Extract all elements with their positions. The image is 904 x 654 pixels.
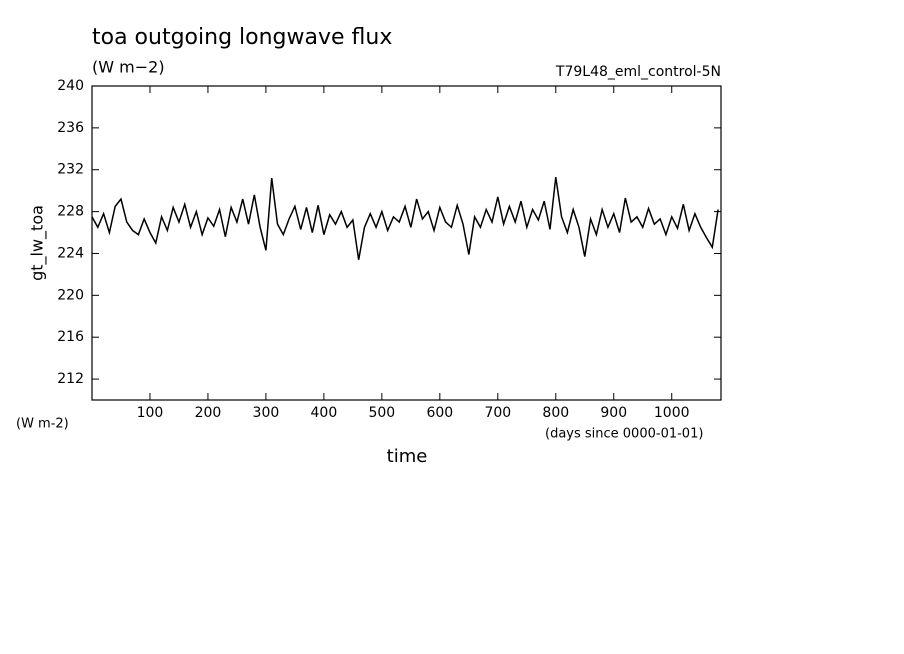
x-tick-label: 900	[600, 405, 627, 421]
x-tick-label: 100	[137, 405, 164, 421]
run-label: T79L48_eml_control-5N	[555, 64, 721, 80]
plot-frame	[91, 85, 722, 401]
x-unit-label: (days since 0000-01-01)	[545, 427, 703, 442]
y-tick-label: 216	[57, 329, 84, 345]
x-tick-label: 500	[368, 405, 395, 421]
y-tick-label: 212	[57, 371, 84, 387]
subtitle: (W m−2)	[92, 58, 165, 77]
y-tick-label: 240	[57, 78, 84, 94]
y-tick-label: 220	[57, 287, 84, 303]
x-tick-label: 600	[426, 405, 453, 421]
x-tick-label: 300	[253, 405, 280, 421]
x-tick-label: 400	[311, 405, 338, 421]
x-tick-label: 700	[484, 405, 511, 421]
x-tick-label: 1000	[654, 405, 690, 421]
y-tick-label: 228	[57, 204, 84, 220]
chart-title: toa outgoing longwave flux	[92, 25, 392, 50]
y-tick-label: 232	[57, 162, 84, 178]
data-line	[91, 176, 719, 260]
x-tick-label: 800	[542, 405, 569, 421]
y-axis-label: gt_lw_toa	[28, 205, 48, 281]
y-tick-label: 236	[57, 120, 84, 136]
x-tick-label: 200	[195, 405, 222, 421]
x-axis-label: time	[387, 446, 428, 467]
y-tick-label: 224	[57, 245, 84, 261]
y-unit-label: (W m-2)	[16, 417, 69, 432]
